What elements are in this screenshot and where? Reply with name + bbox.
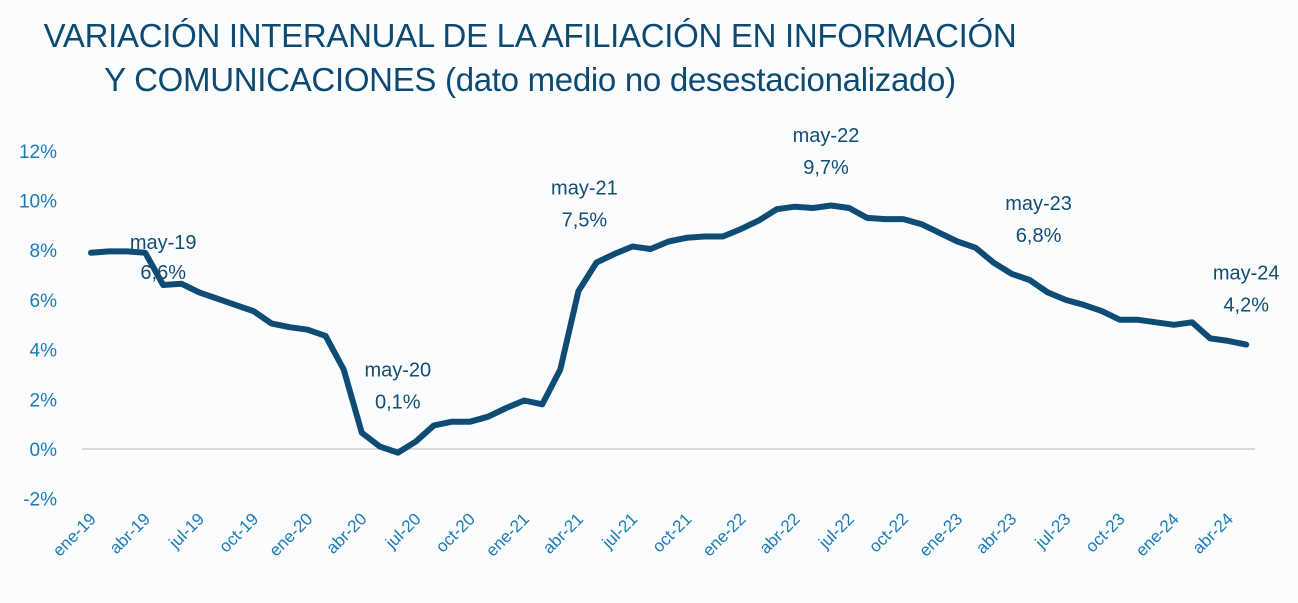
annotation-month: may-23 [1005, 193, 1072, 215]
x-tick-label: jul-19 [165, 509, 209, 553]
y-tick-label: 4% [30, 341, 58, 362]
annotation-may-24: may-24 4,2% [1213, 263, 1280, 317]
annotation-month: may-19 [130, 232, 197, 254]
x-tick-label: jul-20 [381, 509, 425, 553]
annotation-month: may-20 [364, 360, 431, 382]
x-tick-label: oct-20 [432, 509, 479, 556]
y-tick-label: 0% [30, 440, 58, 461]
x-tick-label: abr-24 [1189, 509, 1237, 557]
annotation-month: may-22 [793, 125, 860, 147]
annotation-value: 6,6% [140, 262, 186, 284]
x-tick-label: abr-23 [972, 509, 1020, 557]
x-tick-label: ene-21 [482, 509, 533, 560]
x-tick-label: abr-21 [539, 509, 587, 557]
y-axis: -2% 0% 2% 4% 6% 8% 10% 12% [19, 142, 57, 511]
x-tick-label: abr-19 [106, 509, 154, 557]
x-tick-label: ene-22 [699, 509, 750, 560]
annotation-value: 7,5% [562, 210, 608, 232]
x-tick-label: abr-22 [756, 509, 804, 557]
chart-title-line-1: VARIACIÓN INTERANUAL DE LA AFILIACIÓN EN… [43, 17, 1017, 54]
x-tick-label: ene-20 [266, 509, 317, 560]
x-axis: ene-19 abr-19 jul-19 oct-19 ene-20 abr-20 jul-… [49, 509, 1237, 560]
annotation-may-22: may-22 9,7% [793, 125, 860, 179]
chart-title-line-2: Y COMUNICACIONES (dato medio no desestac… [104, 61, 956, 98]
y-tick-label: 2% [30, 390, 58, 411]
y-tick-label: 8% [30, 241, 58, 262]
annotation-may-19: may-19 6,6% [130, 232, 197, 284]
x-tick-label: oct-23 [1082, 509, 1129, 556]
y-tick-label: 6% [30, 291, 58, 312]
x-tick-label: ene-24 [1132, 509, 1183, 560]
x-tick-label: jul-21 [598, 509, 642, 553]
chart-title: VARIACIÓN INTERANUAL DE LA AFILIACIÓN EN… [0, 14, 1060, 102]
x-tick-label: abr-20 [322, 509, 370, 557]
annotation-may-21: may-21 7,5% [551, 178, 618, 232]
annotation-may-20: may-20 0,1% [364, 360, 431, 414]
annotation-month: may-24 [1213, 263, 1280, 285]
annotation-value: 4,2% [1223, 295, 1269, 317]
annotation-value: 6,8% [1016, 225, 1062, 247]
x-tick-label: oct-22 [865, 509, 912, 556]
annotation-value: 0,1% [375, 392, 421, 414]
annotations: may-19 6,6% may-20 0,1% may-21 7,5% may-22 9,7%… [130, 125, 1280, 414]
x-tick-label: ene-23 [915, 509, 966, 560]
annotation-value: 9,7% [803, 157, 849, 179]
series-group [88, 202, 1250, 456]
y-tick-label: 12% [19, 142, 57, 163]
annotation-may-23: may-23 6,8% [1005, 193, 1072, 247]
series-line [88, 202, 1250, 456]
y-tick-label: -2% [23, 490, 57, 511]
x-tick-label: jul-22 [814, 509, 858, 553]
x-tick-label: oct-19 [215, 509, 262, 556]
x-tick-label: ene-19 [49, 509, 100, 560]
x-tick-label: oct-21 [649, 509, 696, 556]
y-tick-label: 10% [19, 192, 57, 213]
x-tick-label: jul-23 [1031, 509, 1075, 553]
annotation-month: may-21 [551, 178, 618, 200]
